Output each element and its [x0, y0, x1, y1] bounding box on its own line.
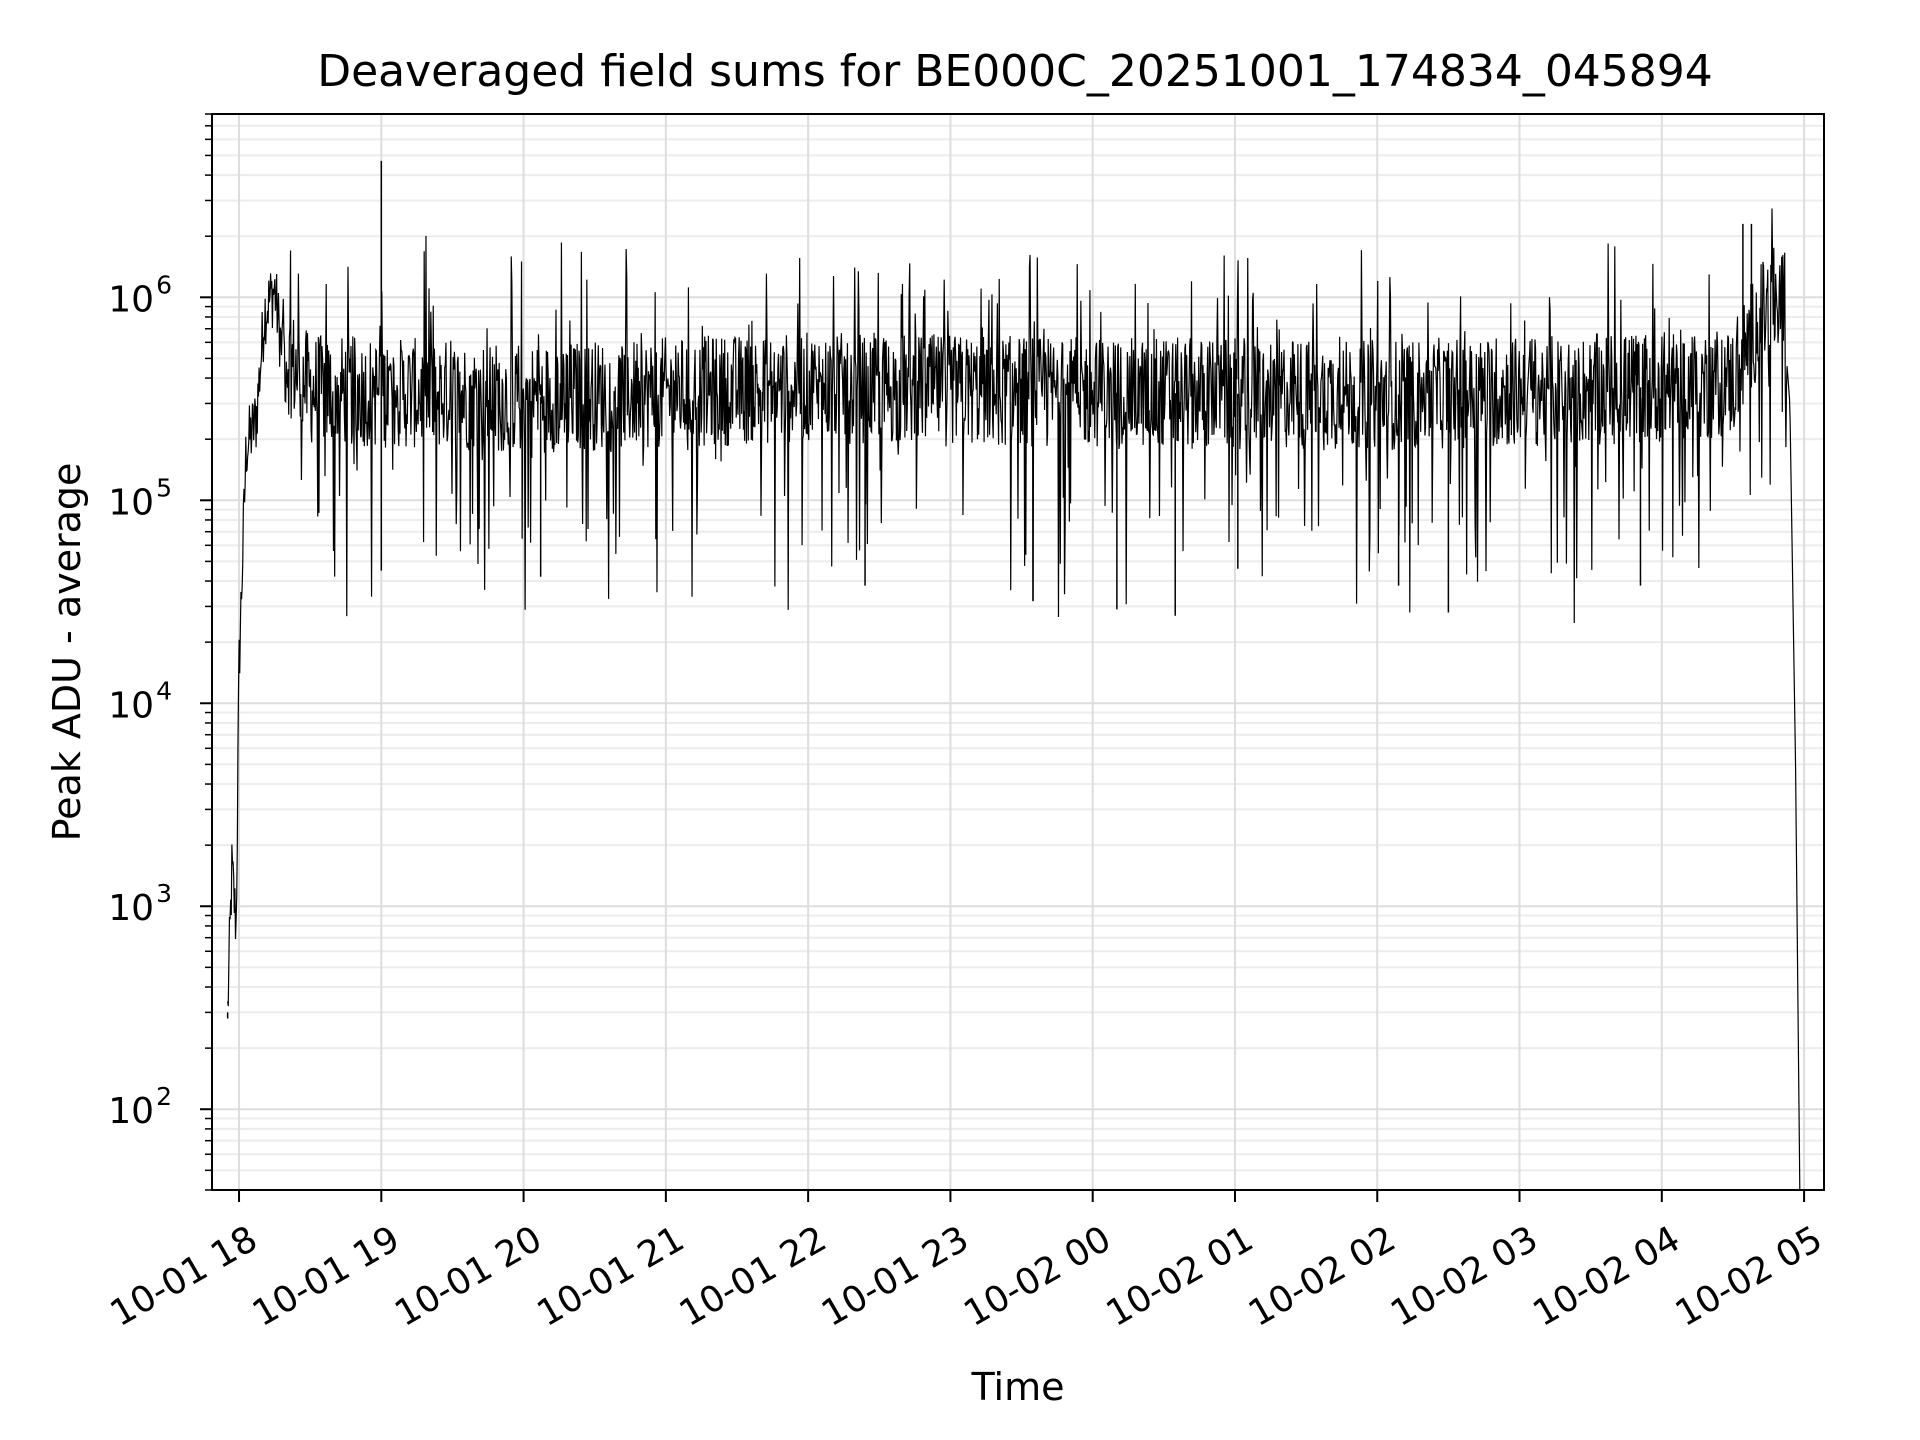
y-tick-label: 10: [108, 685, 154, 726]
y-tick-label: 10: [108, 279, 154, 320]
plot-frame: [211, 113, 1825, 1191]
y-tick-exponent: 4: [156, 676, 172, 705]
series-layer: [226, 160, 1801, 1191]
y-tick-exponent: 5: [156, 473, 172, 502]
x-axis-label: Time: [971, 1365, 1065, 1409]
chart-title: Deaveraged field sums for BE000C_2025100…: [317, 46, 1713, 97]
y-tick-label: 10: [108, 482, 154, 523]
y-tick-label: 10: [108, 888, 154, 929]
y-tick-exponent: 3: [156, 879, 172, 908]
y-tick-exponent: 2: [156, 1082, 172, 1111]
y-tick-exponent: 6: [156, 270, 172, 299]
y-tick-label: 10: [108, 1091, 154, 1132]
series-line: [227, 208, 1801, 1191]
grid: [212, 113, 1824, 1191]
y-axis-label: Peak ADU - average: [45, 463, 89, 842]
